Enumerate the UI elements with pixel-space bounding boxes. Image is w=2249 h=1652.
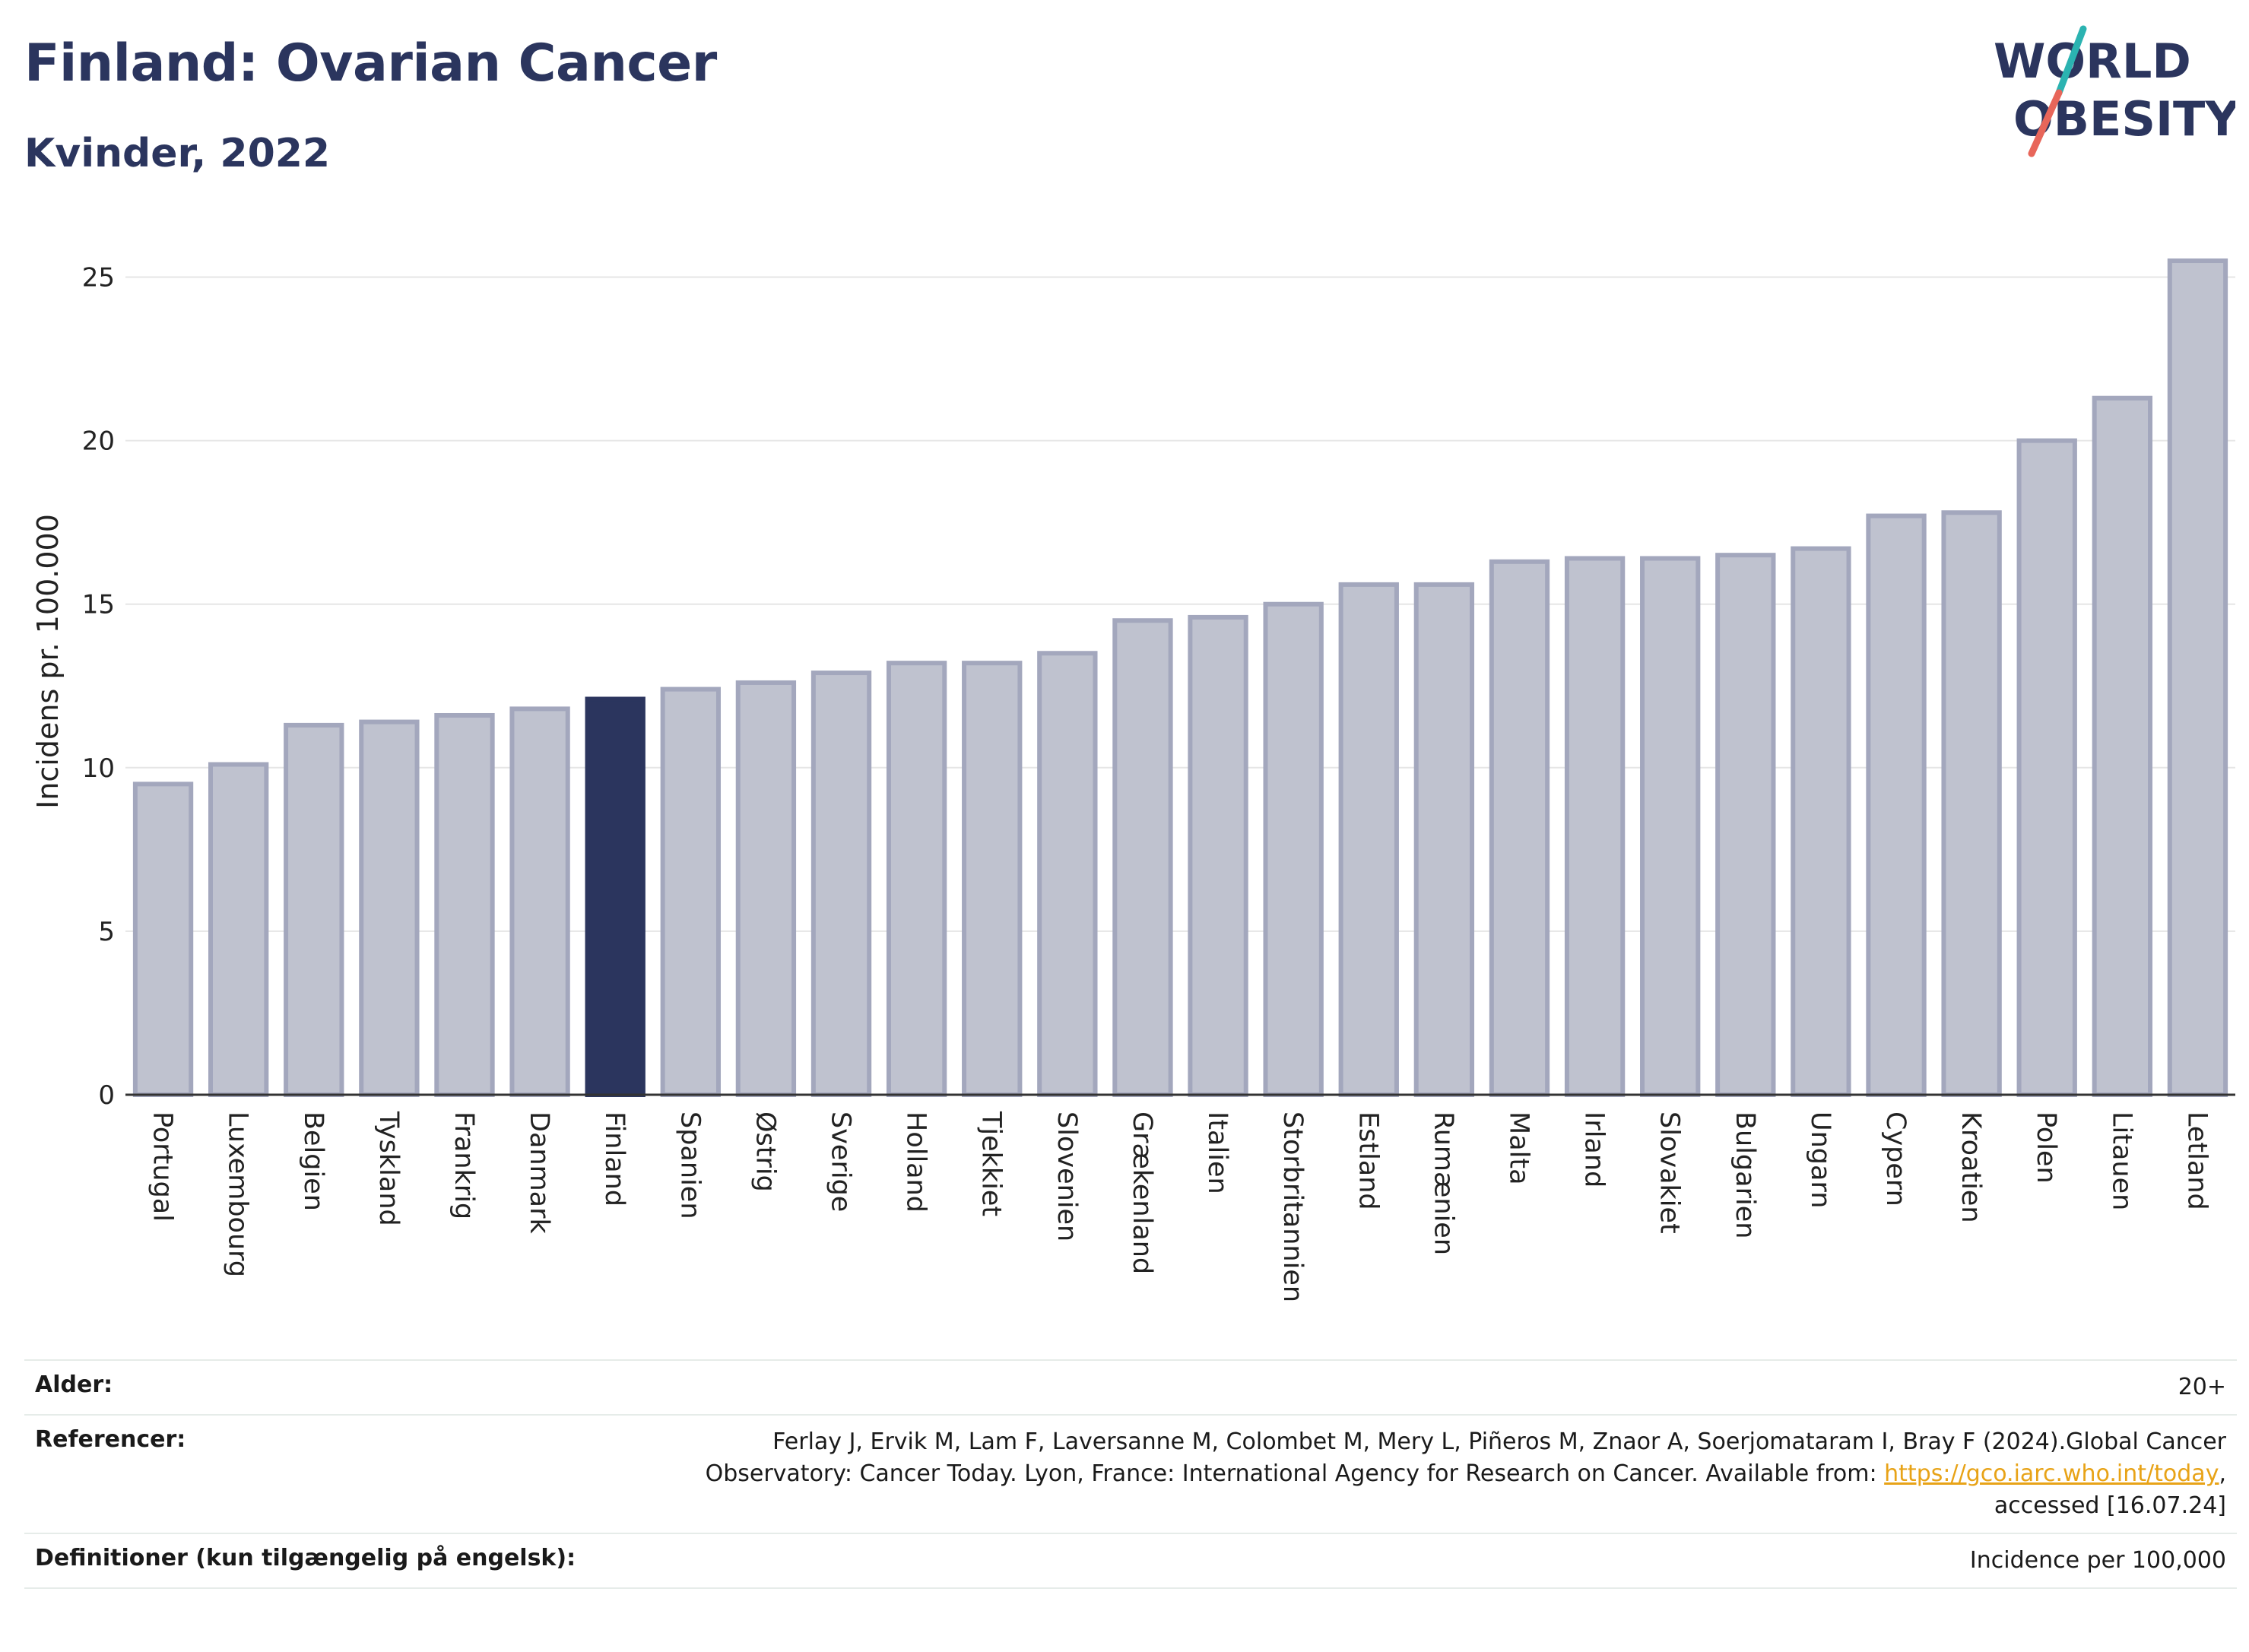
x-tick-label: Italien — [1202, 1111, 1232, 1194]
footer-row-references: Referencer: Ferlay J, Ervik M, Lam F, La… — [24, 1414, 2237, 1533]
y-tick-label: 0 — [98, 1080, 115, 1111]
bar — [886, 661, 947, 1097]
definitions-label: Definitioner (kun tilgængelig på engelsk… — [35, 1545, 576, 1571]
world-obesity-logo: WORLD OBESITY — [1994, 25, 2235, 157]
x-tick-label: Ungarn — [1805, 1111, 1835, 1208]
age-label: Alder: — [35, 1371, 113, 1398]
x-tick-label: Tyskland — [373, 1111, 404, 1226]
x-tick-label: Storbritannien — [1277, 1111, 1308, 1302]
footer-row-definitions: Definitioner (kun tilgængelig på engelsk… — [24, 1533, 2237, 1589]
bar — [1037, 651, 1098, 1097]
y-axis-label: Incidens pr. 100.000 — [31, 514, 65, 809]
y-tick-label: 25 — [82, 263, 115, 293]
bar — [810, 671, 872, 1097]
footer-table: Alder: 20+ Referencer: Ferlay J, Ervik M… — [24, 1359, 2237, 1589]
y-tick-label: 15 — [82, 590, 115, 620]
x-tick-label: Østrig — [750, 1111, 780, 1192]
definitions-value: Incidence per 100,000 — [1969, 1547, 2226, 1574]
bar — [1564, 556, 1626, 1097]
x-tick-label: Sverige — [826, 1111, 856, 1212]
page-title: Finland: Ovarian Cancer — [24, 33, 717, 94]
x-tick-label: Litauen — [2106, 1111, 2136, 1210]
x-tick-label: Danmark — [524, 1111, 554, 1235]
bar — [1338, 582, 1399, 1097]
bar — [2016, 438, 2077, 1097]
bar-highlight — [585, 696, 646, 1097]
bar — [509, 706, 570, 1098]
references-accessed: , accessed [16.07.24] — [1994, 1460, 2226, 1519]
bar-chart: 0 5 10 15 20 25 Incidens pr. 100.000 Portugal Lu… — [31, 258, 2235, 1302]
x-tick-label: Slovakiet — [1654, 1111, 1685, 1234]
x-tick-label: Bulgarien — [1730, 1111, 1760, 1238]
bar — [434, 712, 495, 1097]
bar — [1640, 556, 1701, 1097]
bar — [735, 680, 797, 1097]
y-tick-label: 5 — [98, 917, 115, 947]
x-tick-label: Grækenland — [1127, 1111, 1157, 1274]
x-tick-label: Luxembourg — [223, 1111, 253, 1277]
references-value: Ferlay J, Ervik M, Lam F, Laversanne M, … — [630, 1426, 2226, 1522]
x-tick-label: Spanien — [674, 1111, 705, 1219]
x-tick-label: Polen — [2031, 1111, 2061, 1184]
bar — [284, 722, 344, 1097]
logo-coral-stroke — [2028, 89, 2063, 157]
bar — [1263, 601, 1324, 1097]
x-tick-label: Tjekkiet — [976, 1111, 1007, 1216]
references-label: Referencer: — [35, 1426, 186, 1453]
bar — [1866, 513, 1927, 1097]
bar — [1791, 546, 1851, 1097]
x-tick-label: Malta — [1503, 1111, 1534, 1185]
bar — [1941, 510, 2002, 1097]
bar — [1715, 553, 1776, 1097]
bar — [132, 782, 194, 1098]
x-tick-label: Frankrig — [449, 1111, 479, 1219]
logo-teal-stroke — [2055, 25, 2087, 97]
x-tick-label: Irland — [1579, 1111, 1610, 1187]
bar — [1413, 582, 1475, 1097]
bar — [359, 719, 420, 1097]
bar — [660, 686, 721, 1097]
y-tick-label: 10 — [82, 753, 115, 784]
bar — [1112, 618, 1173, 1097]
bar — [208, 762, 269, 1098]
x-tick-label: Belgien — [298, 1111, 328, 1211]
logo-line1: WORLD — [1994, 33, 2191, 89]
bar — [962, 661, 1023, 1097]
x-tick-label: Estland — [1353, 1111, 1383, 1210]
y-tick-label: 20 — [82, 426, 115, 457]
references-text: Ferlay J, Ervik M, Lam F, Laversanne M, … — [705, 1428, 2226, 1487]
x-tick-label: Rumænien — [1428, 1111, 1458, 1255]
page-subtitle: Kvinder, 2022 — [24, 131, 331, 176]
bar — [2092, 395, 2153, 1097]
x-tick-label: Cypern — [1880, 1111, 1911, 1206]
x-tick-label: Kroatien — [1956, 1111, 1986, 1223]
references-link[interactable]: https://gco.iarc.who.int/today — [1884, 1460, 2219, 1487]
bar — [2167, 258, 2228, 1097]
x-tick-label: Finland — [599, 1111, 630, 1206]
age-value: 20+ — [2178, 1374, 2226, 1400]
x-tick-label: Letland — [2181, 1111, 2212, 1210]
footer-row-age: Alder: 20+ — [24, 1359, 2237, 1414]
x-tick-label: Holland — [901, 1111, 931, 1213]
x-tick-label: Slovenien — [1052, 1111, 1082, 1241]
x-tick-label: Portugal — [148, 1111, 178, 1222]
bar — [1188, 614, 1248, 1097]
bar — [1489, 559, 1550, 1097]
